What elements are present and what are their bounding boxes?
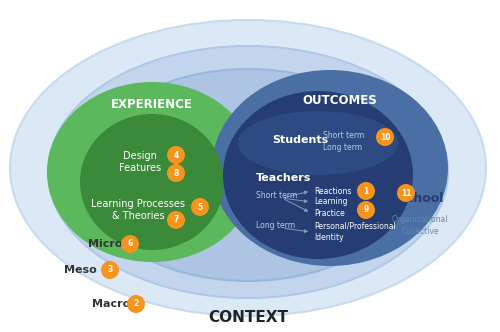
Ellipse shape [47, 82, 257, 262]
Text: Learning Processes
& Theories: Learning Processes & Theories [91, 199, 185, 221]
Ellipse shape [167, 164, 185, 182]
Ellipse shape [167, 211, 185, 229]
Text: School: School [397, 192, 443, 205]
Text: 11: 11 [401, 189, 411, 198]
Text: 3: 3 [108, 266, 112, 275]
Text: Long term: Long term [323, 143, 362, 152]
Ellipse shape [101, 261, 119, 279]
Ellipse shape [127, 295, 145, 313]
Ellipse shape [167, 146, 185, 164]
Ellipse shape [83, 69, 413, 281]
Text: 1: 1 [364, 187, 368, 196]
Text: 7: 7 [174, 215, 178, 224]
Text: 5: 5 [198, 203, 202, 211]
Text: Short term: Short term [256, 192, 297, 201]
Text: Collective: Collective [401, 227, 439, 236]
Ellipse shape [397, 184, 415, 202]
Text: Design
Features: Design Features [119, 151, 161, 173]
Ellipse shape [357, 201, 375, 219]
Ellipse shape [121, 235, 139, 253]
Text: 10: 10 [380, 132, 390, 141]
Text: 4: 4 [174, 150, 178, 159]
Ellipse shape [10, 20, 486, 316]
Ellipse shape [80, 114, 224, 250]
Text: Meso: Meso [64, 265, 97, 275]
Text: Organizational: Organizational [392, 215, 448, 224]
Text: Micro: Micro [88, 239, 122, 249]
Text: EXPERIENCE: EXPERIENCE [111, 98, 193, 111]
Text: Short term: Short term [323, 130, 364, 139]
Ellipse shape [238, 111, 398, 175]
Text: Students: Students [272, 135, 328, 145]
Ellipse shape [48, 46, 448, 298]
Text: CONTEXT: CONTEXT [208, 310, 288, 325]
Text: 9: 9 [364, 206, 368, 214]
Text: Personal/Professional
Identity: Personal/Professional Identity [314, 222, 396, 242]
Ellipse shape [212, 70, 448, 266]
Text: Practice: Practice [314, 208, 345, 217]
Text: Macro: Macro [92, 299, 130, 309]
Text: Teachers: Teachers [256, 173, 312, 183]
Ellipse shape [357, 182, 375, 200]
Text: Long term: Long term [256, 221, 295, 230]
Ellipse shape [223, 91, 413, 259]
Text: Reactions: Reactions [314, 187, 352, 196]
Text: 8: 8 [174, 169, 178, 178]
Ellipse shape [191, 198, 209, 216]
Ellipse shape [376, 128, 394, 146]
Text: Learning: Learning [314, 198, 348, 207]
Text: 2: 2 [134, 299, 138, 308]
Text: OUTCOMES: OUTCOMES [302, 94, 378, 107]
Text: 6: 6 [128, 239, 132, 248]
